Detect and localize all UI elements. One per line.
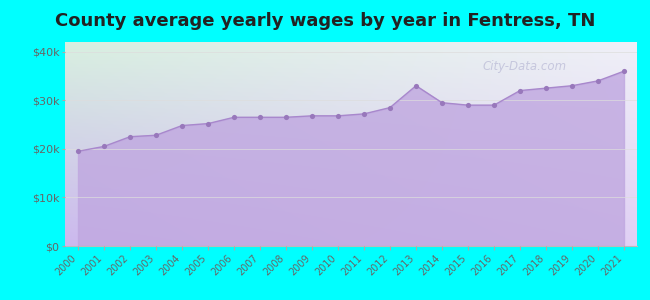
Point bbox=[489, 103, 499, 107]
Point bbox=[203, 121, 213, 126]
Point bbox=[411, 83, 421, 88]
Point bbox=[515, 88, 525, 93]
Point bbox=[463, 103, 473, 107]
Point bbox=[541, 86, 551, 91]
Point bbox=[99, 144, 109, 149]
Point bbox=[385, 105, 395, 110]
Point bbox=[567, 83, 577, 88]
Point bbox=[619, 69, 629, 74]
Point bbox=[307, 113, 317, 118]
Point bbox=[593, 79, 603, 83]
Point bbox=[333, 113, 343, 118]
Point bbox=[281, 115, 291, 120]
Point bbox=[229, 115, 239, 120]
Point bbox=[437, 100, 447, 105]
Text: City-Data.com: City-Data.com bbox=[482, 60, 567, 73]
Point bbox=[177, 123, 187, 128]
Point bbox=[359, 112, 369, 116]
Point bbox=[125, 134, 135, 139]
Point bbox=[151, 133, 161, 138]
Point bbox=[73, 149, 83, 154]
Point bbox=[255, 115, 265, 120]
Text: County average yearly wages by year in Fentress, TN: County average yearly wages by year in F… bbox=[55, 12, 595, 30]
